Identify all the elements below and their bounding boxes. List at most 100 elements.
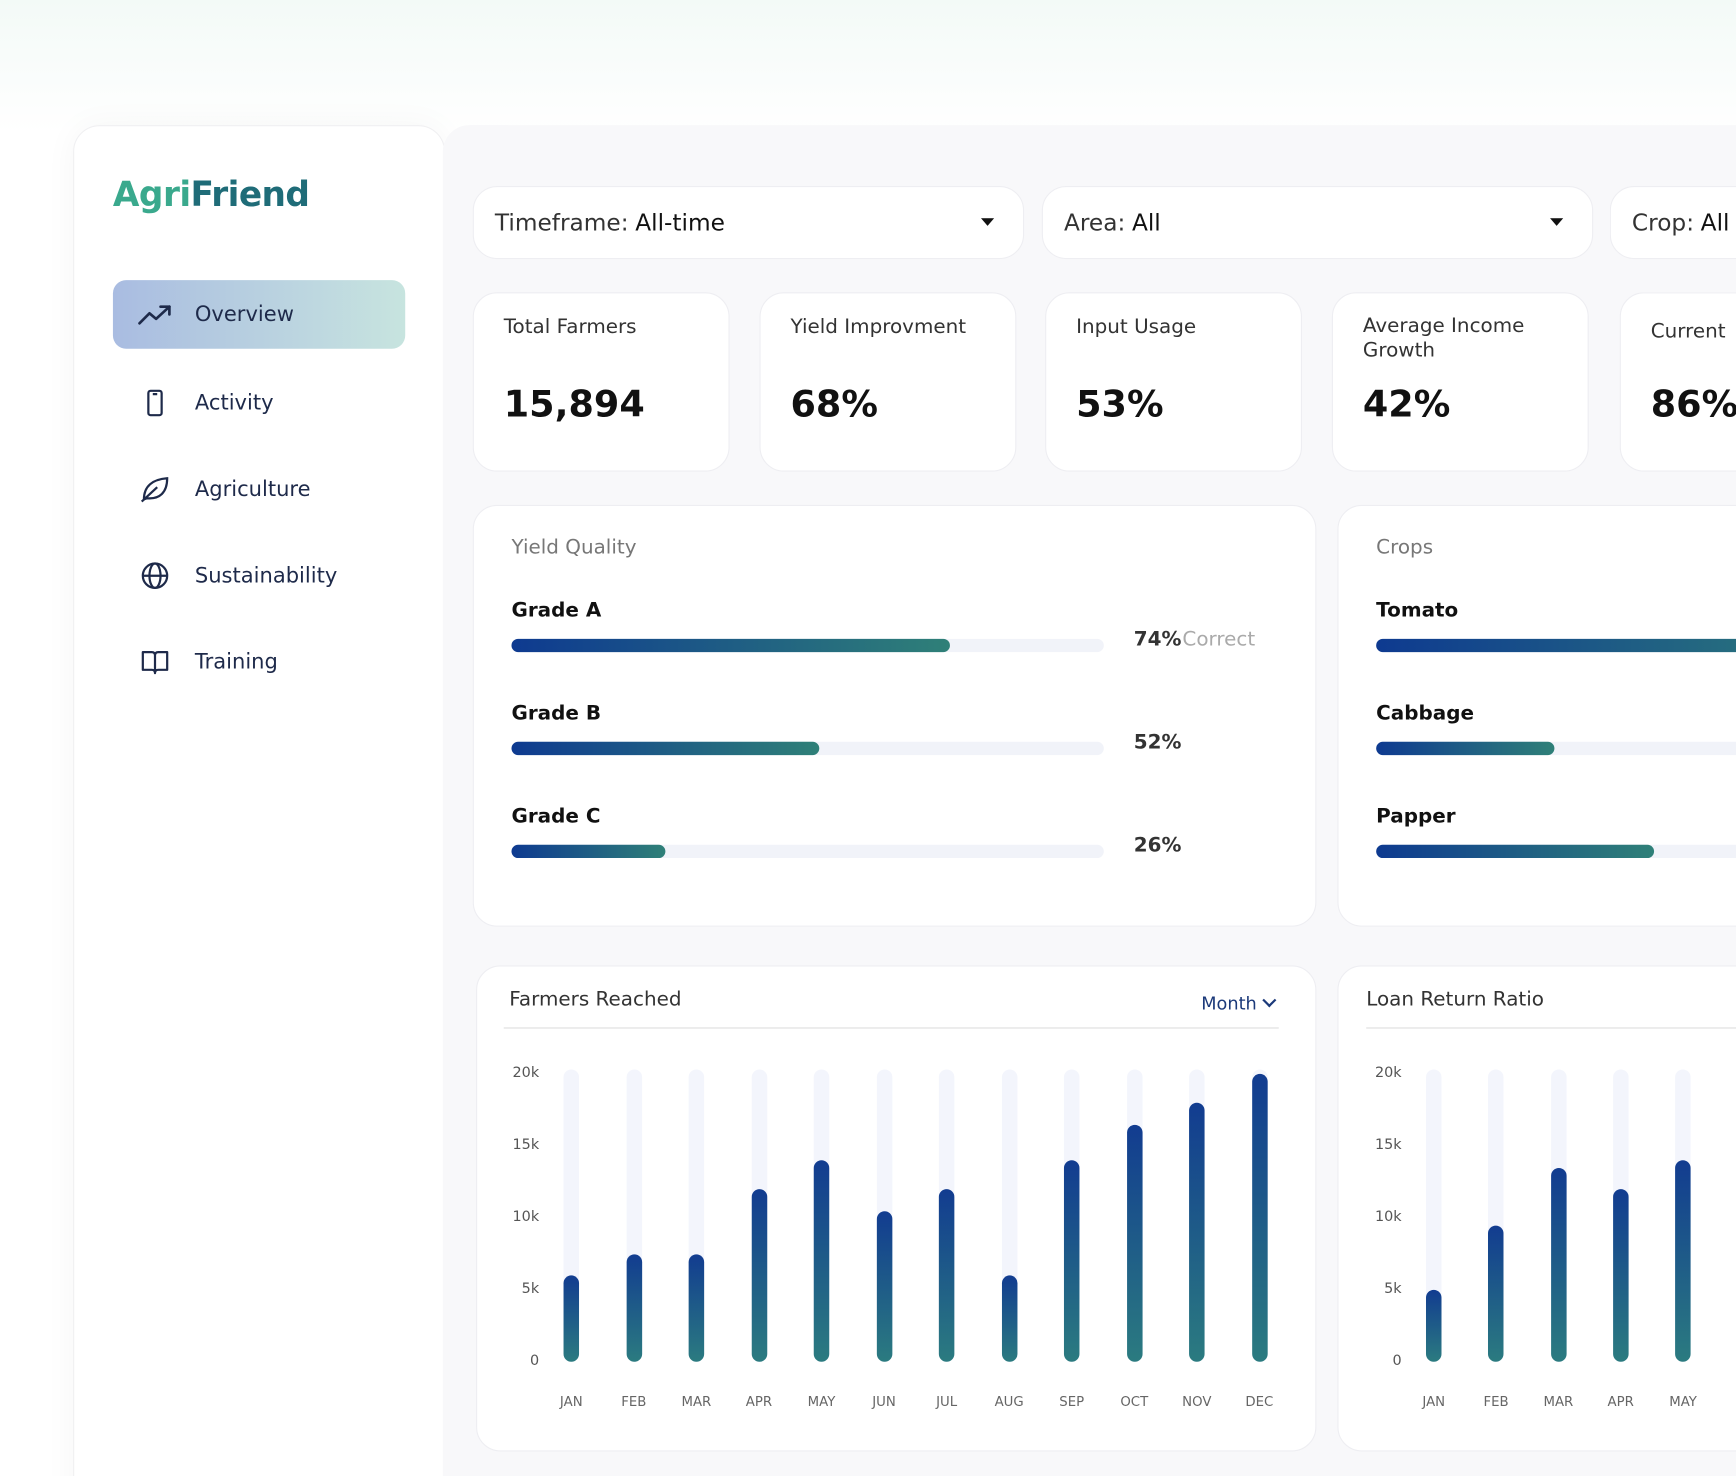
icon	[141, 650, 169, 675]
value-label: 26%	[1133, 833, 1182, 857]
kpi-label: Total Farmers	[503, 315, 637, 339]
bar	[1001, 1275, 1017, 1362]
bar	[511, 741, 820, 756]
y-tick-label: 5k	[521, 1280, 540, 1298]
icon	[147, 389, 163, 417]
x-tick-label: MAY	[807, 1393, 836, 1410]
kpi-card: Yield Improvment 68%	[759, 292, 1017, 472]
y-tick-label: 5k	[1384, 1280, 1402, 1298]
nav-item[interactable]: Training	[113, 628, 405, 697]
caret	[1549, 218, 1564, 226]
nav-item[interactable]: Sustainability	[113, 541, 405, 610]
bar	[1063, 1160, 1080, 1362]
x-tick-label: APR	[745, 1393, 773, 1410]
icon	[140, 477, 169, 503]
filter-label: Area:	[1063, 209, 1126, 236]
filter-value: All	[1700, 209, 1730, 236]
chart-title: Farmers Reached	[509, 987, 682, 1011]
chart-title: Yield Quality	[511, 535, 637, 560]
bar	[1550, 1167, 1567, 1362]
x-tick-label: AUG	[994, 1393, 1024, 1410]
caret	[980, 218, 995, 226]
nav-label: Training	[194, 649, 278, 675]
x-tick-label: MAY	[1669, 1393, 1697, 1410]
kpi-value: 86%	[1650, 381, 1736, 426]
kpi-card: Average Income Growth 42%	[1331, 292, 1589, 472]
y-tick-label: 10k	[1374, 1208, 1402, 1226]
y-tick-label: 15k	[1374, 1137, 1402, 1154]
filter-dropdown[interactable]: Crop: All	[1609, 185, 1736, 260]
x-tick-label: SEP	[1059, 1393, 1085, 1410]
bar	[1251, 1073, 1268, 1362]
nav-label: Overview	[194, 302, 294, 327]
x-tick-label: FEB	[1483, 1393, 1509, 1410]
y-tick-label: 0	[530, 1352, 540, 1370]
nav-label: Agriculture	[194, 477, 311, 502]
x-tick-label: JUL	[936, 1393, 958, 1410]
filter-value: All	[1131, 209, 1161, 236]
bar	[1126, 1124, 1143, 1362]
farmers-card	[476, 965, 1317, 1452]
kpi-value: 15,894	[503, 381, 645, 426]
nav-item[interactable]: Activity	[113, 369, 405, 438]
divider	[503, 1027, 1279, 1029]
bar-track	[1425, 1069, 1442, 1362]
kpi-value: 68%	[790, 381, 878, 426]
filter-dropdown[interactable]: Area: All	[1041, 185, 1594, 260]
kpi-card: Current 86%	[1619, 292, 1736, 472]
logo-part: Friend	[190, 174, 310, 215]
row-label: Tomato	[1376, 598, 1459, 623]
kpi-label: Average Income Growth	[1362, 314, 1525, 363]
icon	[138, 305, 171, 325]
period-dropdown[interactable]: Month	[1201, 993, 1257, 1015]
kpi-value: 53%	[1076, 381, 1164, 426]
bar	[1376, 638, 1736, 653]
kpi-label: Input Usage	[1076, 315, 1197, 339]
bar	[688, 1253, 705, 1362]
value-label: 52%	[1133, 730, 1182, 754]
logo-part: Agri	[112, 174, 191, 215]
bar	[626, 1253, 642, 1362]
filter-dropdown[interactable]: Timeframe: All-time	[472, 185, 1025, 260]
row-label: Grade B	[511, 701, 602, 726]
filter-value: All-time	[635, 209, 725, 236]
bar	[938, 1189, 955, 1362]
x-tick-label: JAN	[559, 1393, 583, 1410]
annotation: Correct	[1182, 627, 1256, 651]
sidebar	[73, 125, 446, 1476]
bar	[751, 1189, 767, 1362]
y-tick-label: 0	[1392, 1352, 1402, 1370]
filter-label: Timeframe:	[494, 209, 629, 236]
x-tick-label: JUN	[872, 1393, 896, 1410]
nav-item[interactable]: Overview	[112, 280, 406, 349]
x-tick-label: APR	[1607, 1393, 1634, 1410]
bar	[511, 844, 666, 859]
bar	[1612, 1189, 1629, 1362]
kpi-label: Current	[1650, 319, 1726, 344]
x-tick-label: MAR	[681, 1393, 712, 1410]
row-label: Grade A	[511, 598, 602, 623]
nav-label: Activity	[194, 390, 274, 416]
nav-label: Sustainability	[194, 563, 338, 588]
logo: AgriFriend	[113, 175, 310, 215]
bar	[563, 1275, 580, 1362]
bar	[511, 638, 950, 653]
x-tick-label: MAR	[1543, 1393, 1574, 1410]
y-tick-label: 20k	[512, 1065, 540, 1082]
kpi-card: Input Usage 53%	[1045, 292, 1302, 472]
y-tick-label: 20k	[1374, 1065, 1402, 1082]
x-tick-label: NOV	[1182, 1393, 1212, 1410]
bar	[1189, 1102, 1205, 1362]
loan-card	[1337, 965, 1736, 1452]
row-label: Papper	[1376, 804, 1456, 829]
filter-label: Crop:	[1631, 209, 1695, 236]
nav-item[interactable]: Agriculture	[113, 455, 405, 524]
kpi-label: Yield Improvment	[790, 315, 967, 339]
bar	[1376, 844, 1655, 859]
bar	[1488, 1225, 1504, 1362]
chart-title: Loan Return Ratio	[1366, 987, 1544, 1011]
x-tick-label: DEC	[1245, 1393, 1274, 1410]
x-tick-label: OCT	[1120, 1393, 1149, 1410]
bar	[1675, 1160, 1691, 1362]
